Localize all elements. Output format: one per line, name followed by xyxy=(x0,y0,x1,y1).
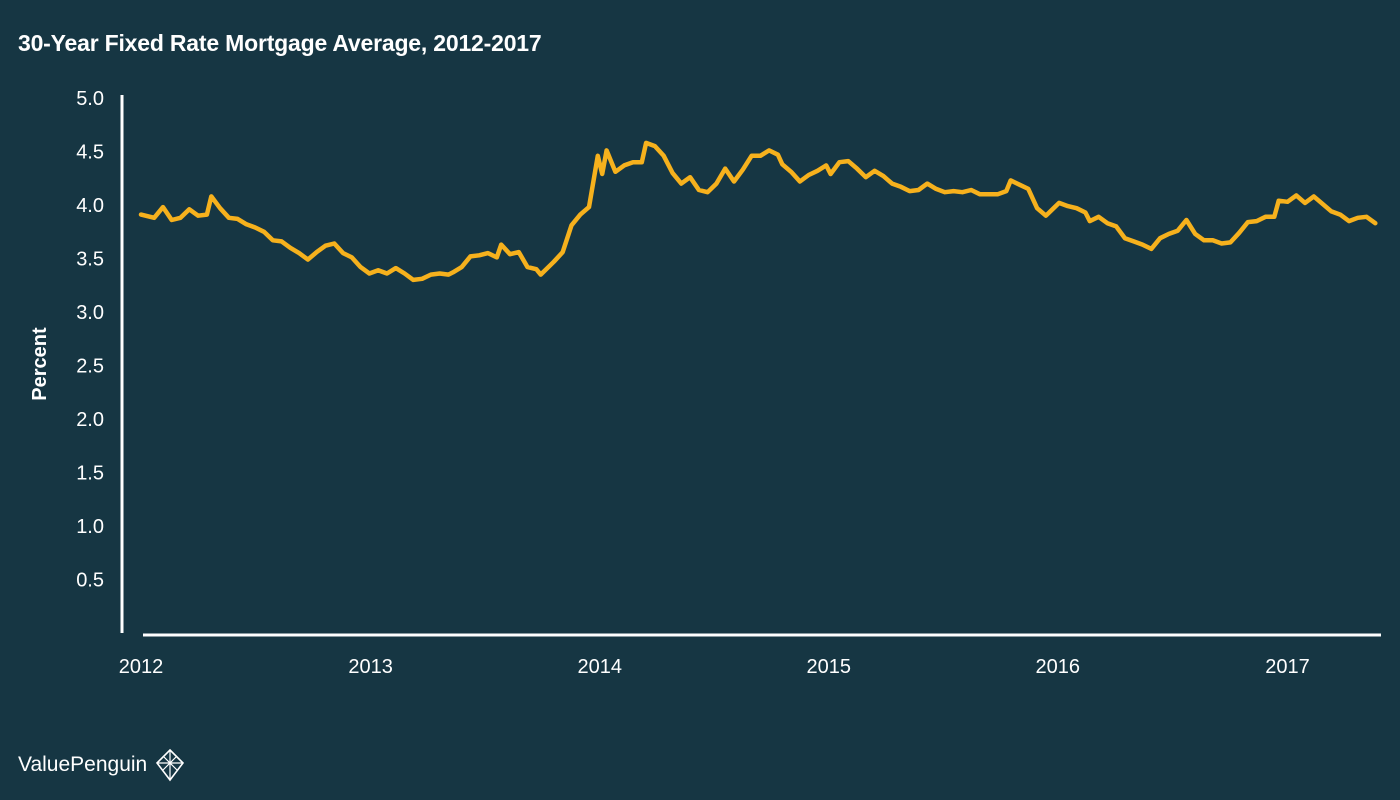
y-tick-label: 0.5 xyxy=(76,570,104,592)
x-tick-label: 2012 xyxy=(119,656,164,678)
x-tick-label: 2017 xyxy=(1265,656,1310,678)
x-tick-label: 2015 xyxy=(807,656,852,678)
x-axis-ticks: 2012 2013 2014 2015 2016 2017 xyxy=(119,656,1310,678)
y-tick-label: 4.5 xyxy=(76,142,104,164)
y-tick-label: 5.0 xyxy=(76,88,104,110)
y-tick-label: 2.0 xyxy=(76,409,104,431)
y-tick-label: 3.5 xyxy=(76,249,104,271)
y-tick-label: 3.0 xyxy=(76,302,104,324)
y-axis-ticks: 0.5 1.0 1.5 2.0 2.5 3.0 3.5 4.0 4.5 5.0 xyxy=(76,88,104,592)
y-tick-label: 2.5 xyxy=(76,356,104,378)
y-tick-label: 4.0 xyxy=(76,195,104,217)
x-tick-label: 2013 xyxy=(348,656,393,678)
y-tick-label: 1.5 xyxy=(76,463,104,485)
brand-logo: ValuePenguin xyxy=(18,748,187,782)
x-tick-label: 2014 xyxy=(577,656,622,678)
x-tick-label: 2016 xyxy=(1036,656,1081,678)
penguin-diamond-logo-icon xyxy=(156,748,185,782)
brand-name: ValuePenguin xyxy=(18,753,148,776)
chart-title: 30-Year Fixed Rate Mortgage Average, 201… xyxy=(18,30,542,56)
series-line-mortgage-rate xyxy=(138,140,1378,283)
y-axis-label: Percent xyxy=(29,327,51,401)
y-tick-label: 1.0 xyxy=(76,516,104,538)
